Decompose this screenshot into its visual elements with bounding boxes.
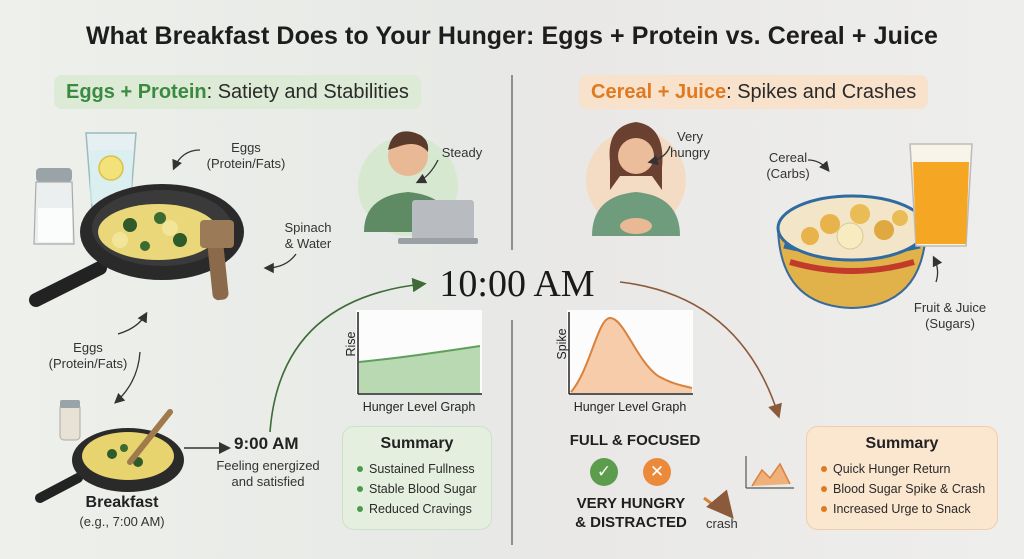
left-graph-ylabel: Rise bbox=[344, 331, 358, 357]
list-item: Blood Sugar Spike & Crash bbox=[821, 479, 985, 499]
arrow-eggs-mid-up bbox=[117, 311, 148, 335]
left-summary-box: Summary Sustained Fullness Stable Blood … bbox=[342, 426, 492, 530]
arrow-ten-to-summary bbox=[619, 281, 782, 419]
man-laptop-icon bbox=[358, 131, 478, 244]
juice-glass-icon bbox=[909, 143, 973, 247]
full-focused-label: FULL & FOCUSED bbox=[569, 432, 701, 449]
left-hunger-graph bbox=[356, 310, 482, 395]
right-summary-box: Summary Quick Hunger Return Blood Sugar … bbox=[806, 426, 998, 530]
label-very-hungry: Very hungry bbox=[670, 129, 710, 160]
bullet-icon bbox=[821, 466, 827, 472]
list-item: Stable Blood Sugar bbox=[357, 479, 477, 499]
right-summary-title: Summary bbox=[865, 435, 939, 452]
breakfast-label: Breakfast bbox=[85, 494, 159, 511]
right-summary-list: Quick Hunger Return Blood Sugar Spike & … bbox=[821, 459, 985, 519]
arrow-nine-to-ten bbox=[269, 277, 427, 433]
label-eggs-mid: Eggs (Protein/Fats) bbox=[48, 340, 128, 371]
arrow-cereal bbox=[807, 159, 830, 173]
bullet-icon bbox=[357, 466, 363, 472]
page-title: What Breakfast Does to Your Hunger: Eggs… bbox=[85, 22, 939, 50]
right-header-highlight: Cereal + Juice bbox=[591, 80, 727, 103]
left-graph-line bbox=[358, 345, 481, 363]
label-steady: Steady bbox=[441, 145, 483, 160]
label-fruit-juice: Fruit & Juice (Sugars) bbox=[913, 300, 987, 331]
cross-icon: ✕ bbox=[643, 458, 671, 486]
small-skillet-icon bbox=[35, 400, 184, 503]
list-item: Reduced Cravings bbox=[357, 499, 477, 519]
list-item: Sustained Fullness bbox=[357, 459, 477, 479]
very-hungry-distracted-label: VERY HUNGRY & DISTRACTED bbox=[575, 495, 687, 531]
left-header-rest: : Satiety and Stabilities bbox=[206, 80, 409, 103]
left-header-highlight: Eggs + Protein bbox=[66, 80, 207, 103]
label-cereal: Cereal (Carbs) bbox=[766, 150, 810, 181]
salt-shaker-icon bbox=[33, 168, 75, 245]
crash-arrow-icon bbox=[703, 489, 734, 519]
center-time: 10:00 AM bbox=[439, 263, 595, 305]
left-graph-caption: Hunger Level Graph bbox=[362, 400, 476, 414]
bullet-icon bbox=[357, 506, 363, 512]
cereal-bowl-icon bbox=[776, 194, 928, 310]
mini-crash-chart-icon bbox=[745, 456, 794, 489]
bullet-icon bbox=[821, 486, 827, 492]
right-header-rest: : Spikes and Crashes bbox=[726, 80, 917, 103]
feeling-text: Feeling energized and satisfied bbox=[216, 458, 320, 489]
right-graph-area bbox=[571, 318, 692, 393]
list-item: Increased Urge to Snack bbox=[821, 499, 983, 519]
hungry-woman-icon bbox=[586, 122, 686, 236]
crash-label: crash bbox=[706, 516, 738, 531]
arrow-eggs-mid-down bbox=[114, 351, 141, 404]
right-section-header: Cereal + Juice : Spikes and Crashes bbox=[579, 75, 929, 109]
right-hunger-graph bbox=[567, 310, 693, 395]
arrow-spinach bbox=[263, 253, 297, 274]
right-graph-caption: Hunger Level Graph bbox=[573, 400, 687, 414]
arrow-steady bbox=[415, 159, 439, 184]
left-summary-title: Summary bbox=[380, 435, 454, 452]
check-icon: ✓ bbox=[590, 458, 618, 486]
arrow-fruit-juice bbox=[932, 255, 943, 283]
right-graph-ylabel: Spike bbox=[555, 328, 569, 360]
breakfast-time: (e.g., 7:00 AM) bbox=[79, 514, 165, 529]
time-nine-am: 9:00 AM bbox=[234, 434, 299, 453]
label-spinach-water: Spinach & Water bbox=[284, 220, 332, 251]
label-eggs-top: Eggs (Protein/Fats) bbox=[206, 140, 286, 171]
right-graph-line bbox=[570, 316, 693, 393]
list-item: Quick Hunger Return bbox=[821, 459, 983, 479]
skillet-eggs-icon bbox=[29, 184, 244, 307]
left-section-header: Eggs + Protein : Satiety and Stabilities bbox=[54, 75, 421, 109]
left-graph-area bbox=[359, 346, 480, 393]
bullet-icon bbox=[821, 506, 827, 512]
left-summary-list: Sustained Fullness Stable Blood Sugar Re… bbox=[357, 459, 477, 519]
arrow-very-hungry bbox=[647, 145, 671, 166]
arrow-eggs-top bbox=[172, 149, 201, 171]
bullet-icon bbox=[357, 486, 363, 492]
